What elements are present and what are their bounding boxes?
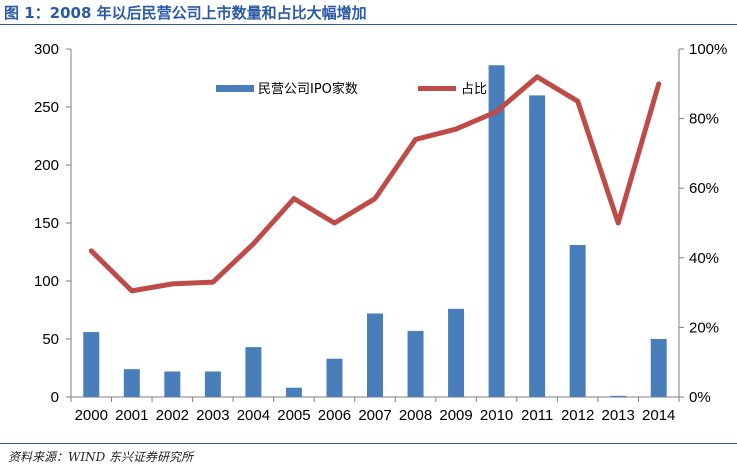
- x-tick-label: 2012: [561, 407, 594, 424]
- legend: 民营公司IPO家数 占比: [216, 81, 487, 97]
- source-note: 资料来源：WIND 东兴证券研究所: [8, 450, 194, 464]
- bar: [367, 313, 383, 397]
- bar: [407, 330, 424, 397]
- figure-title: 图 1：2008 年以后民营公司上市数量和占比大幅增加: [4, 4, 367, 22]
- bar: [610, 395, 627, 397]
- x-tick-label: 2002: [156, 407, 189, 424]
- legend-swatch-bar: [216, 85, 254, 92]
- y-left-tick-label: 300: [34, 41, 59, 58]
- y-right-tick-label: 60%: [689, 180, 719, 197]
- y-right-tick-label: 20%: [689, 319, 719, 336]
- x-tick-label: 2004: [237, 407, 270, 424]
- bar: [650, 339, 667, 397]
- x-tick-label: 2010: [480, 407, 513, 424]
- x-tick-label: 2001: [115, 407, 148, 424]
- axes: 0 50 100 150 200 250 300 0% 20% 40% 60% 80% 100% 2000…: [34, 41, 727, 424]
- y-left-tick-label: 150: [34, 215, 59, 232]
- source-rule: [0, 443, 737, 444]
- bar: [488, 65, 505, 398]
- bar: [245, 347, 262, 397]
- bar: [123, 369, 140, 397]
- bar: [326, 358, 343, 397]
- x-tick-label: 2013: [602, 407, 635, 424]
- bar: [569, 245, 586, 397]
- x-tick-label: 2003: [196, 407, 229, 424]
- y-left-tick-label: 100: [34, 273, 59, 290]
- bar: [83, 332, 100, 397]
- bar: [448, 308, 465, 397]
- bar: [285, 387, 302, 397]
- x-tick-label: 2008: [399, 407, 432, 424]
- y-right-tick-label: 80%: [689, 111, 719, 128]
- bar: [204, 371, 221, 397]
- x-tick-label: 2007: [358, 407, 391, 424]
- y-left-tick-label: 0: [51, 389, 59, 406]
- x-tick-label: 2009: [439, 407, 472, 424]
- line-series: [88, 74, 662, 294]
- y-right-tick-label: 40%: [689, 250, 719, 267]
- legend-label-line: 占比: [461, 82, 487, 97]
- chart: 0 50 100 150 200 250 300 0% 20% 40% 60% 80% 100% 2000…: [34, 41, 727, 424]
- legend-label-bar: 民营公司IPO家数: [258, 81, 358, 97]
- bar: [529, 95, 546, 398]
- x-tick-label: 2014: [642, 407, 675, 424]
- y-left-tick-label: 250: [34, 99, 59, 116]
- x-tick-label: 2005: [277, 407, 310, 424]
- x-tick-label: 2006: [318, 407, 351, 424]
- title-rule: [0, 24, 737, 25]
- x-tick-label: 2011: [521, 407, 553, 424]
- y-right-tick-label: 0%: [689, 389, 711, 406]
- y-right-tick-label: 100%: [689, 41, 727, 58]
- bar-series: [83, 65, 667, 398]
- x-tick-label: 2000: [75, 407, 108, 424]
- bar: [164, 371, 181, 397]
- y-left-tick-label: 200: [34, 157, 59, 174]
- y-left-tick-label: 50: [42, 331, 59, 348]
